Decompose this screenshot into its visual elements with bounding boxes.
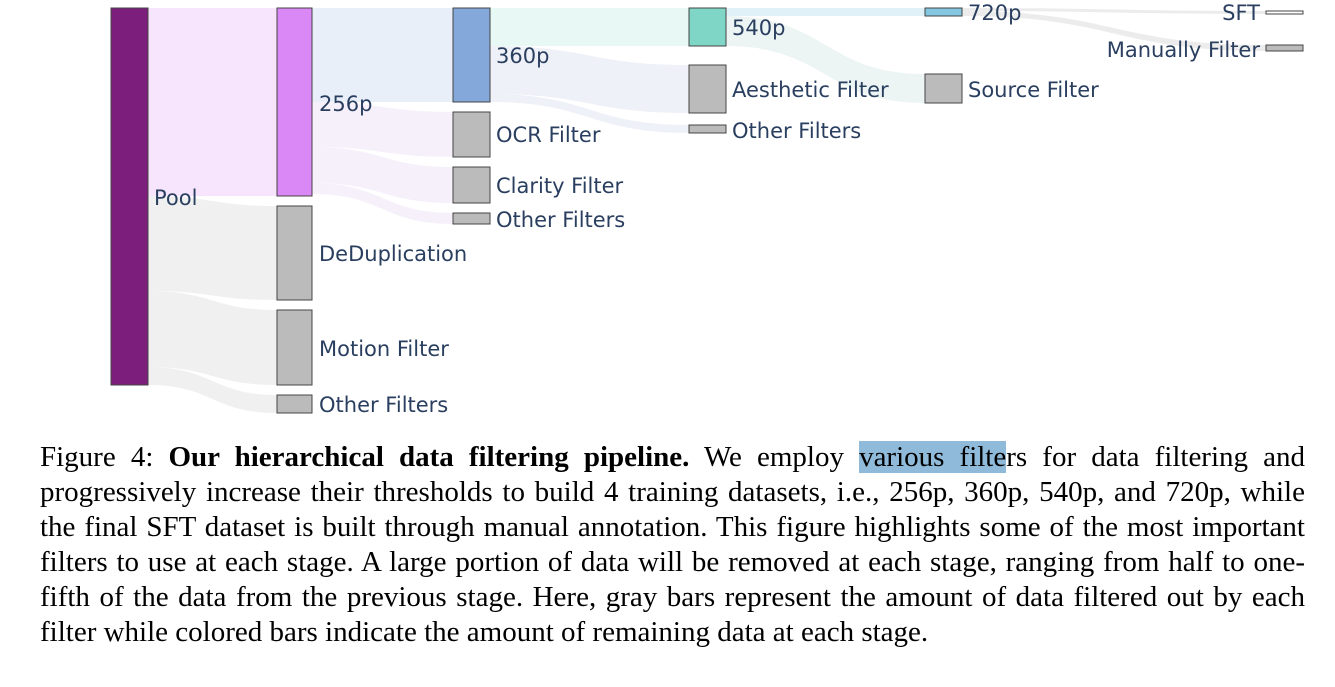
sankey-link-p360-to-other3: [490, 94, 689, 133]
sankey-label-p720: 720p: [968, 1, 1021, 25]
sankey-node-other1: [276, 394, 313, 414]
sankey-node-clarity: [452, 166, 491, 204]
sankey-link-p720-to-sft: [962, 8, 1266, 14]
sankey-link-p256-to-other2: [312, 183, 453, 224]
sankey-link-p256-to-clarity: [312, 147, 453, 203]
sankey-label-p256: 256p: [319, 92, 372, 116]
sankey-node-aesthetic: [688, 64, 727, 114]
sankey-link-pool-to-other1: [148, 367, 277, 413]
sankey-link-p360-to-p540: [490, 8, 689, 46]
sankey-node-source: [924, 73, 963, 104]
sankey-node-other3: [688, 124, 727, 134]
sankey-label-ocr: OCR Filter: [496, 123, 601, 147]
sankey-node-p720: [924, 7, 963, 17]
sankey-link-pool-to-dedup: [148, 196, 277, 300]
sankey-label-aesthetic: Aesthetic Filter: [732, 78, 889, 102]
sankey-node-dedup: [276, 205, 313, 301]
sankey-node-other2: [452, 212, 491, 225]
sankey-node-p256: [276, 7, 313, 197]
sankey-node-sft: [1265, 10, 1304, 15]
sankey-diagram: Pool 256p DeDuplication Motion Filter Other …: [110, 1, 1304, 417]
sankey-label-other3: Other Filters: [732, 119, 861, 143]
sankey-node-p540: [688, 7, 727, 47]
sankey-link-pool-to-motion: [148, 291, 277, 385]
sankey-label-other2: Other Filters: [496, 208, 625, 232]
sankey-link-p720-to-manual: [962, 11, 1266, 51]
sankey-node-motion: [276, 309, 313, 386]
sankey-labels: Pool 256p DeDuplication Motion Filter Other …: [154, 1, 1260, 417]
sankey-label-p360: 360p: [496, 44, 549, 68]
sankey-nodes: [110, 7, 1304, 414]
sankey-label-source: Source Filter: [968, 78, 1099, 102]
caption-text-start: We employ: [689, 441, 860, 473]
sankey-link-pool-to-p256: [148, 8, 277, 196]
sankey-link-p256-to-ocr: [312, 102, 453, 157]
sankey-node-manual: [1265, 44, 1304, 52]
sankey-link-p360-to-aesthetic: [490, 46, 689, 113]
caption-prefix: Figure 4:: [40, 441, 169, 473]
sankey-links: [148, 8, 1266, 413]
sankey-label-other1: Other Filters: [319, 393, 448, 417]
sankey-label-motion: Motion Filter: [319, 337, 449, 361]
text-selection-highlight[interactable]: various filte: [859, 441, 1007, 473]
figure-caption: Figure 4: Our hierarchical data filterin…: [40, 440, 1305, 650]
sankey-node-ocr: [452, 111, 491, 158]
sankey-label-clarity: Clarity Filter: [496, 174, 624, 198]
sankey-label-p540: 540p: [732, 16, 785, 40]
caption-title: Our hierarchical data filtering pipeline…: [168, 441, 690, 473]
sankey-label-dedup: DeDuplication: [319, 242, 467, 266]
sankey-node-pool: [110, 7, 149, 386]
sankey-node-p360: [452, 7, 491, 103]
caption-text-end: rs for data filtering and progressively …: [40, 441, 1305, 648]
sankey-link-p540-to-p720: [726, 8, 925, 16]
sankey-label-pool: Pool: [154, 186, 197, 210]
sankey-link-p540-to-source: [726, 16, 925, 103]
sankey-label-sft: SFT: [1222, 1, 1260, 25]
sankey-label-manual: Manually Filter: [1107, 38, 1261, 62]
sankey-link-p256-to-p360: [312, 8, 453, 102]
